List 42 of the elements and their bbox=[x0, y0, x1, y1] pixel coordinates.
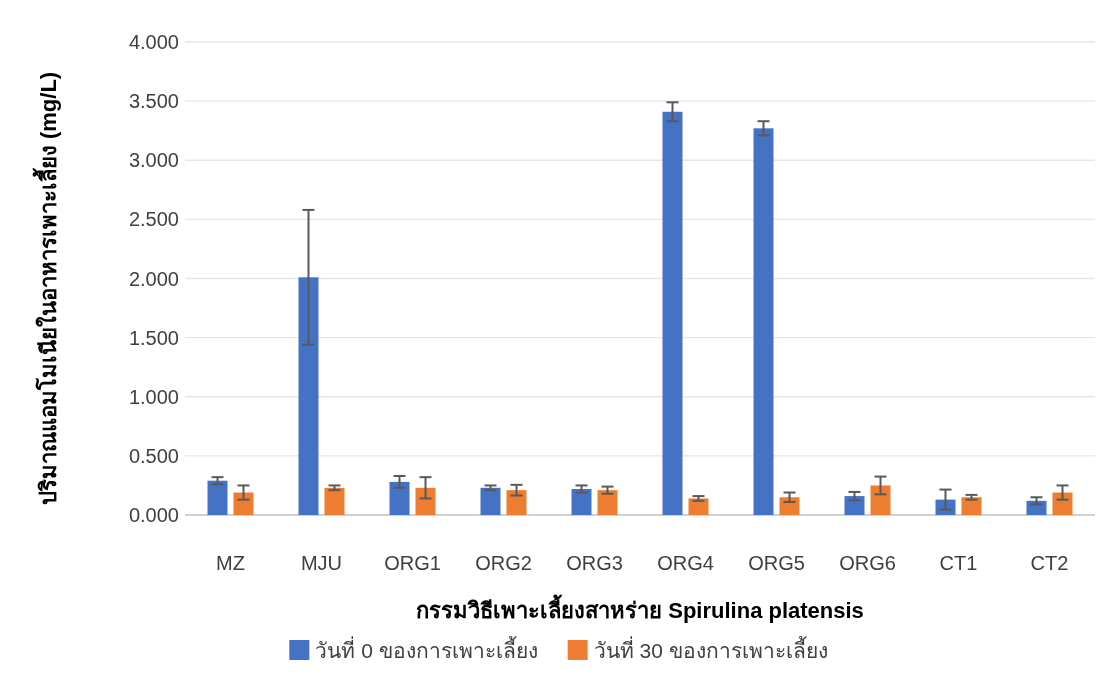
y-tick-label: 2.000 bbox=[128, 267, 179, 290]
x-tick-label: CT1 bbox=[939, 552, 978, 574]
bar bbox=[480, 487, 501, 515]
bar bbox=[298, 277, 319, 515]
legend-label: วันที่ 30 ของการเพาะเลี้ยง bbox=[593, 636, 828, 662]
y-tick-label: 0.000 bbox=[128, 504, 179, 526]
bar bbox=[779, 497, 800, 515]
x-tick-label: ORG3 bbox=[566, 552, 623, 574]
bar bbox=[415, 487, 436, 515]
y-tick-label: 1.500 bbox=[128, 326, 179, 349]
bar bbox=[324, 487, 345, 515]
x-tick-label: ORG6 bbox=[839, 552, 896, 574]
x-axis-title: กรรมวิธีเพาะเลี้ยงสาหร่าย Spirulina platensis bbox=[416, 594, 864, 623]
y-tick-label: 2.500 bbox=[128, 208, 179, 231]
y-tick-label: 1.000 bbox=[128, 385, 179, 408]
x-tick-label: ORG4 bbox=[657, 552, 714, 574]
bar bbox=[662, 111, 683, 515]
bar bbox=[233, 492, 254, 515]
x-tick-label: CT2 bbox=[1030, 552, 1069, 574]
x-tick-label: ORG1 bbox=[384, 552, 441, 574]
bar bbox=[753, 128, 774, 515]
bar bbox=[1052, 492, 1073, 515]
bar bbox=[571, 488, 592, 515]
bar bbox=[506, 490, 527, 515]
y-tick-label: 4.000 bbox=[128, 31, 179, 53]
x-tick-label: ORG2 bbox=[475, 552, 532, 574]
y-tick-label: 3.000 bbox=[128, 149, 179, 172]
bar bbox=[207, 480, 228, 515]
x-tick-label: MJU bbox=[300, 552, 343, 574]
bar bbox=[870, 485, 891, 515]
legend-label: วันที่ 0 ของการเพาะเลี้ยง bbox=[315, 636, 538, 662]
bar bbox=[597, 490, 618, 515]
bar bbox=[961, 497, 982, 515]
y-tick-label: 0.500 bbox=[128, 444, 179, 467]
y-axis-title: ปริมาณแอมโมเนียในอาหารเพาะเลี้ยง (mg/L) bbox=[32, 71, 61, 506]
bar bbox=[1026, 500, 1047, 515]
y-tick-label: 3.500 bbox=[128, 90, 179, 113]
x-tick-label: ORG5 bbox=[748, 552, 805, 574]
bar bbox=[844, 496, 865, 515]
bar bbox=[688, 498, 709, 515]
bar bbox=[389, 481, 410, 515]
x-tick-label: MZ bbox=[216, 552, 245, 574]
